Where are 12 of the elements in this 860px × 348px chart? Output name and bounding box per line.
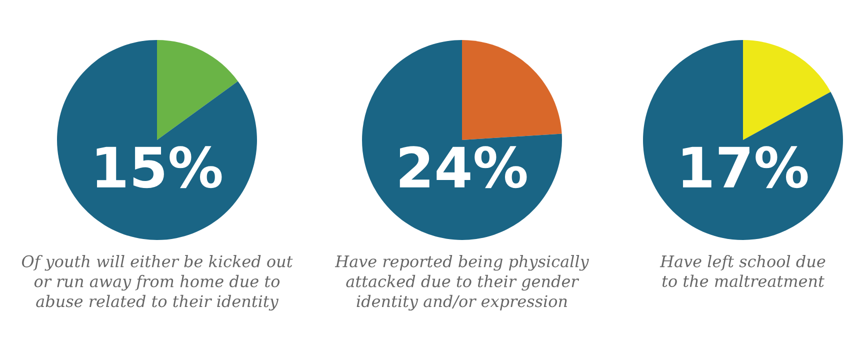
text: Of youth will either be kicked out or run away from home due to abuse related to their identity: [22, 255, 293, 311]
pie-slice: [57, 40, 257, 240]
text: 17%: [682, 146, 808, 188]
text: 15%: [96, 146, 222, 188]
pie-slice: [362, 40, 562, 240]
text: Have left school due to the maltreatment: [660, 255, 826, 288]
text: Have reported being physically attacked due to their gender identity and/or expression: [334, 255, 589, 311]
pie-slice: [743, 40, 831, 140]
text: 24%: [400, 146, 527, 188]
pie-slice: [643, 40, 843, 240]
pie-slice: [157, 40, 238, 140]
pie-slice: [462, 40, 562, 140]
